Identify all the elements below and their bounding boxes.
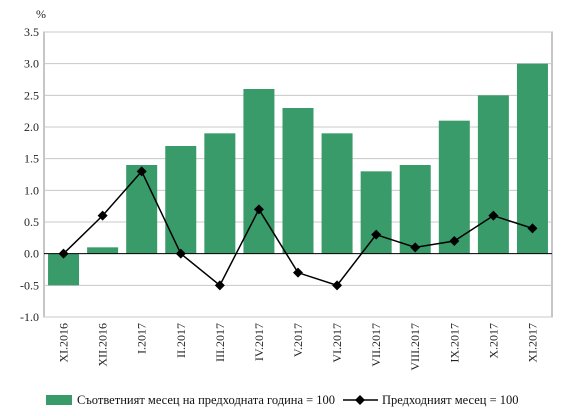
bar-series (48, 63, 548, 286)
y-tick-label: 0.0 (24, 247, 39, 261)
line-point-diamond (58, 248, 69, 259)
bar (204, 133, 236, 254)
bar (360, 171, 392, 254)
bar (282, 108, 314, 254)
x-tick-label: XI.2016 (57, 323, 71, 363)
x-tick-label: X.2017 (486, 323, 500, 359)
x-tick-label: VII.2017 (369, 323, 383, 367)
bar (516, 63, 548, 254)
bar (399, 165, 431, 254)
y-tick-label: 2.0 (24, 120, 39, 134)
x-tick-label: II.2017 (174, 323, 188, 358)
x-tick-label: VI.2017 (330, 323, 344, 363)
bar (438, 120, 470, 254)
y-tick-label: 2.5 (24, 88, 39, 102)
y-tick-label: -0.5 (20, 278, 39, 292)
line-point-diamond (136, 166, 147, 177)
x-tick-label: IV.2017 (252, 323, 266, 361)
y-tick-label: 1.5 (24, 152, 39, 166)
bar (477, 95, 509, 254)
line-point-diamond (527, 223, 538, 234)
legend: Съответният месец на предходната година … (46, 393, 519, 407)
bar (321, 133, 353, 254)
y-tick-label: -1.0 (20, 310, 39, 324)
line-point-diamond (371, 229, 382, 240)
bar (48, 253, 80, 286)
bar (165, 146, 197, 254)
x-tick-label: IX.2017 (447, 323, 461, 363)
x-tick-label: V.2017 (291, 323, 305, 357)
line-point-diamond (253, 204, 264, 215)
x-axis-tick-labels: XI.2016 XII.2016 I.2017 II.2017 III.2017 IV.2… (57, 323, 540, 371)
y-tick-label: 3.0 (24, 57, 39, 71)
legend-label-bar-series: Съответният месец на предходната година … (77, 393, 335, 407)
y-axis-tick-labels: 3.5 3.0 2.5 2.0 1.5 1.0 0.5 0.0 -0.5 -1.0 (20, 25, 39, 324)
line-series (58, 166, 538, 291)
legend-label-line-series: Предходният месец = 100 (382, 393, 519, 407)
x-tick-label: III.2017 (213, 323, 227, 362)
legend-diamond-marker-icon (355, 395, 365, 405)
line-point-diamond (410, 242, 421, 253)
line-point-diamond (332, 280, 343, 291)
x-tick-label: XII.2016 (96, 323, 110, 367)
x-tick-label: I.2017 (135, 323, 149, 354)
bar (87, 247, 119, 254)
line-point-diamond (97, 210, 108, 221)
line-point-diamond (449, 236, 460, 246)
line-point-diamond (214, 280, 225, 291)
y-tick-label: 0.5 (24, 215, 39, 229)
legend-swatch-bar (46, 395, 72, 405)
line-point-diamond (175, 248, 186, 259)
y-axis-unit-label: % (36, 7, 46, 21)
bar (126, 165, 158, 254)
line-point-diamond (488, 210, 499, 221)
x-tick-label: VIII.2017 (408, 323, 422, 371)
line-point-diamond (293, 267, 303, 278)
y-tick-label: 3.5 (24, 25, 39, 39)
y-tick-label: 1.0 (24, 183, 39, 197)
x-tick-label: XI.2017 (525, 323, 539, 363)
